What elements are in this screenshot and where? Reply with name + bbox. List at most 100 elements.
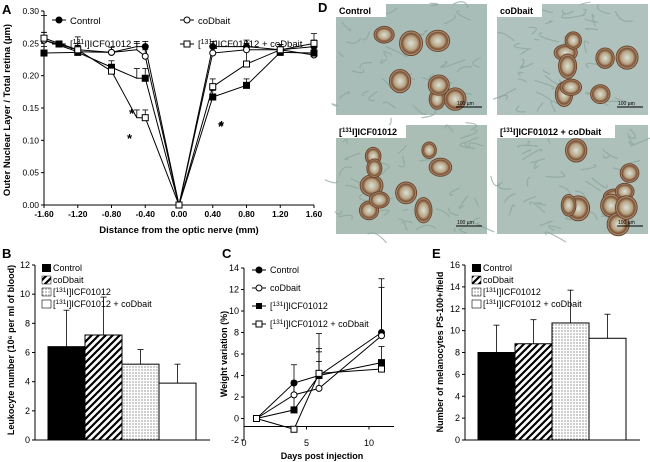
xtick-label: -1.20 [68,209,88,219]
tissue-fiber [534,79,555,90]
legend-c-icf-iso: 131 [273,301,284,308]
series-line-1 [256,335,382,419]
ytick-label: 0.25 [22,38,39,48]
tissue-fiber [515,105,526,113]
tissue-fiber [344,152,361,161]
tissue-fiber [526,176,531,187]
xtick-label: 10 [364,438,374,448]
xtick-label: -1.60 [34,209,54,219]
data-point-circle [378,332,385,340]
tissue-fiber [338,91,350,99]
tissue-fiber [381,78,392,89]
tissue-fiber [324,179,339,184]
data-point-square [209,83,217,91]
tissue-fiber [561,12,585,19]
tissue-fiber [627,133,632,144]
data-point-square [310,49,318,57]
micrograph-icf-codbait-label: ICF01012 + coDbait [519,127,602,137]
stained-cell [414,197,433,224]
tissue-fiber [444,14,457,25]
tissue-fiber [564,217,572,221]
ytick-label: 10 [20,289,30,299]
tissue-fiber [384,45,408,58]
stained-cell [590,84,611,105]
tissue-fiber [398,218,405,224]
stained-cell [595,47,615,69]
chart-a: 0.00 0.05 0.10 0.15 0.20 0.25 0.30 -1.60 -1.20 -… [2,6,323,236]
stained-cell [615,45,639,70]
tissue-fiber [591,177,608,189]
tissue-fiber [627,128,637,139]
ytick-label: 14 [229,263,239,273]
tissue-fiber [385,117,392,127]
data-point-circle [290,379,298,387]
tissue-fiber [464,136,479,148]
chart-a-xlabel: Distance from the optic nerve (mm) [99,225,258,236]
xtick-label: 0.00 [171,209,188,219]
legend-e-codbait-label: coDbait [483,275,514,285]
ytick-label: 8 [234,328,239,338]
data-point-circle [141,52,149,60]
tissue-fiber [591,13,596,27]
micrograph-icf-codbait-iso: 131 [503,128,514,134]
tissue-fiber [448,187,460,196]
tissue-fiber [341,21,352,32]
tissue-fiber [544,20,553,25]
tissue-fiber [602,154,611,159]
stained-cell [619,163,640,183]
legend-a-icf-codbait-iso: 131 [201,39,213,46]
tissue-fiber [629,160,640,164]
ytick-label: 0.00 [22,200,39,210]
legend-c-icf-text: [131I]ICF01012 [270,301,328,311]
bar-2 [121,363,160,441]
stained-cell [427,74,450,96]
tissue-fiber [362,31,370,41]
tissue-fiber [508,204,515,216]
legend-b-icf-codbait-text: [131I]ICF01012 + coDbait [53,299,152,309]
tissue-fiber [580,163,597,171]
legend-b-icf-label: ICF01012 [71,287,111,297]
series-line-2 [256,362,382,419]
tissue-fiber [474,197,480,207]
legend-c-control: Control [252,265,299,275]
tissue-fiber [415,224,437,231]
panel-label-c: C [222,246,232,261]
ytick-label: 0.15 [22,103,39,113]
panel-label-e: E [432,246,441,261]
micrograph-icf-codbait-scale: 100 µm [618,220,635,226]
tissue-fiber [456,66,473,73]
bar-0 [47,346,86,441]
stained-cell [564,31,582,50]
tissue-fiber [367,232,388,244]
legend-e-icf-codbait: [131I]ICF01012 + coDbait [471,299,582,309]
ytick-label: 10 [450,326,460,336]
stained-cell [366,158,383,179]
legend-e-icf-codbait-iso: 131 [486,299,497,306]
ytick-label: 4 [234,371,239,381]
tissue-fiber [527,140,531,147]
micrograph-codbait-scale: 100 µm [618,101,635,107]
tissue-fiber [397,144,408,154]
ytick-label: 14 [450,282,460,292]
tissue-fiber [331,103,339,107]
ytick-label: 0 [455,435,460,445]
tissue-fiber [503,193,516,203]
chart-e-legend: Control coDbait [131I]ICF01012 [131I]ICF… [471,263,582,309]
legend-b-codbait-label: coDbait [53,275,84,285]
ytick-label: 2 [25,406,30,416]
tissue-fiber [468,142,484,148]
stained-cell [428,157,453,177]
tissue-fiber [383,51,393,59]
stained-cell [559,78,583,96]
data-point-square [290,425,298,433]
series-line-3 [256,368,382,430]
stained-cell [399,30,424,57]
legend-b-control-label: Control [53,263,82,273]
legend-c-control-label: Control [270,265,299,275]
data-point-square [276,46,284,54]
data-point-square [243,60,250,68]
micrograph-icf-label: ICF01012 [358,127,398,137]
micrograph-icf-iso: 131 [342,128,353,134]
ytick-label: 16 [450,260,460,270]
